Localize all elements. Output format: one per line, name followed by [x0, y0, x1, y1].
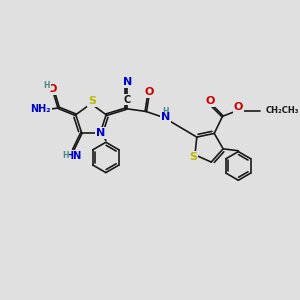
Text: H: H: [62, 151, 68, 160]
Text: O: O: [205, 96, 214, 106]
Text: CH₂CH₃: CH₂CH₃: [266, 106, 299, 115]
Text: S: S: [88, 96, 96, 106]
Text: NH₂: NH₂: [31, 104, 51, 114]
Text: C: C: [124, 94, 131, 105]
Text: O: O: [48, 84, 57, 94]
Text: O: O: [145, 87, 154, 97]
Text: N: N: [123, 77, 132, 87]
Text: HN: HN: [65, 151, 81, 161]
Text: O: O: [233, 102, 243, 112]
Text: H: H: [162, 107, 168, 116]
Text: N: N: [161, 112, 171, 122]
Text: N: N: [96, 128, 105, 138]
Text: S: S: [190, 152, 198, 162]
Text: H: H: [44, 81, 50, 90]
